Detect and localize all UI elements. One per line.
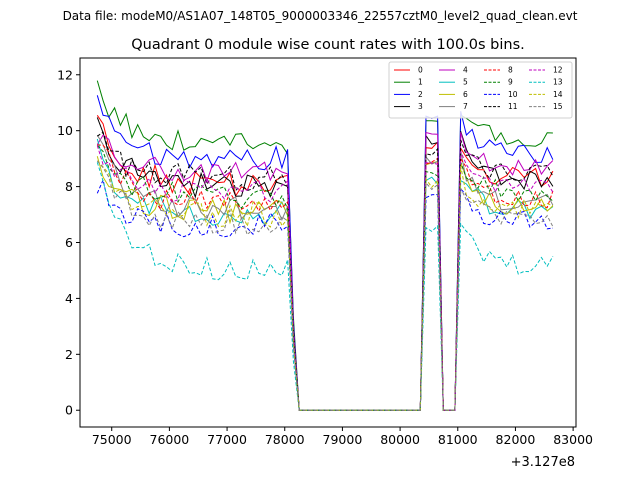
legend-label-12: 12 [553, 66, 563, 75]
x-tick-label: 80000 [380, 432, 420, 447]
series-line-0 [96, 115, 554, 411]
series-line-2 [96, 95, 554, 411]
series-line-5 [96, 138, 554, 411]
legend-label-13: 13 [553, 78, 563, 87]
series-line-15 [96, 160, 554, 411]
legend-label-9: 9 [508, 78, 513, 87]
legend-label-0: 0 [418, 66, 423, 75]
chart-title: Quadrant 0 module wise count rates with … [131, 37, 525, 53]
x-axis-offset-label: +3.127e8 [511, 455, 575, 470]
series-line-10 [96, 178, 553, 411]
y-tick-label: 10 [57, 123, 73, 138]
x-tick-label: 77000 [207, 432, 247, 447]
y-tick-label: 6 [65, 235, 73, 250]
y-tick-label: 4 [65, 291, 73, 306]
legend-label-1: 1 [418, 78, 423, 87]
legend-box [388, 61, 573, 119]
legend-label-7: 7 [463, 102, 468, 111]
legend-label-10: 10 [508, 90, 518, 99]
legend-label-2: 2 [418, 90, 423, 99]
legend-label-4: 4 [463, 66, 468, 75]
legend-label-6: 6 [463, 90, 468, 99]
x-tick-label: 82000 [496, 432, 536, 447]
legend-label-14: 14 [553, 90, 563, 99]
legend-label-11: 11 [508, 102, 518, 111]
x-tick-label: 83000 [553, 432, 593, 447]
series-line-14 [96, 160, 554, 411]
x-axis: 75000 76000 77000 78000 79000 80000 81000 82000… [92, 427, 593, 447]
y-tick-label: 2 [65, 347, 73, 362]
legend-label-8: 8 [508, 66, 513, 75]
x-tick-label: 81000 [438, 432, 478, 447]
y-axis: 0 2 4 6 8 10 12 [57, 67, 80, 418]
series-line-1 [96, 80, 553, 411]
series-line-4 [96, 131, 554, 411]
y-tick-label: 0 [65, 403, 73, 418]
x-tick-label: 79000 [323, 432, 363, 447]
series-line-11 [97, 131, 554, 411]
plot-area [79, 57, 577, 428]
legend-label-15: 15 [553, 102, 563, 111]
y-tick-label: 8 [65, 179, 73, 194]
x-tick-label: 76000 [150, 432, 190, 447]
x-tick-label: 78000 [265, 432, 305, 447]
x-tick-label: 75000 [92, 432, 132, 447]
legend-label-3: 3 [418, 102, 423, 111]
legend-label-5: 5 [463, 78, 468, 87]
series-line-8 [97, 144, 554, 411]
chart-suptitle: Data file: modeM0/AS1A07_148T05_90000033… [63, 9, 578, 23]
y-tick-label: 12 [57, 67, 73, 82]
series-line-3 [96, 117, 554, 411]
